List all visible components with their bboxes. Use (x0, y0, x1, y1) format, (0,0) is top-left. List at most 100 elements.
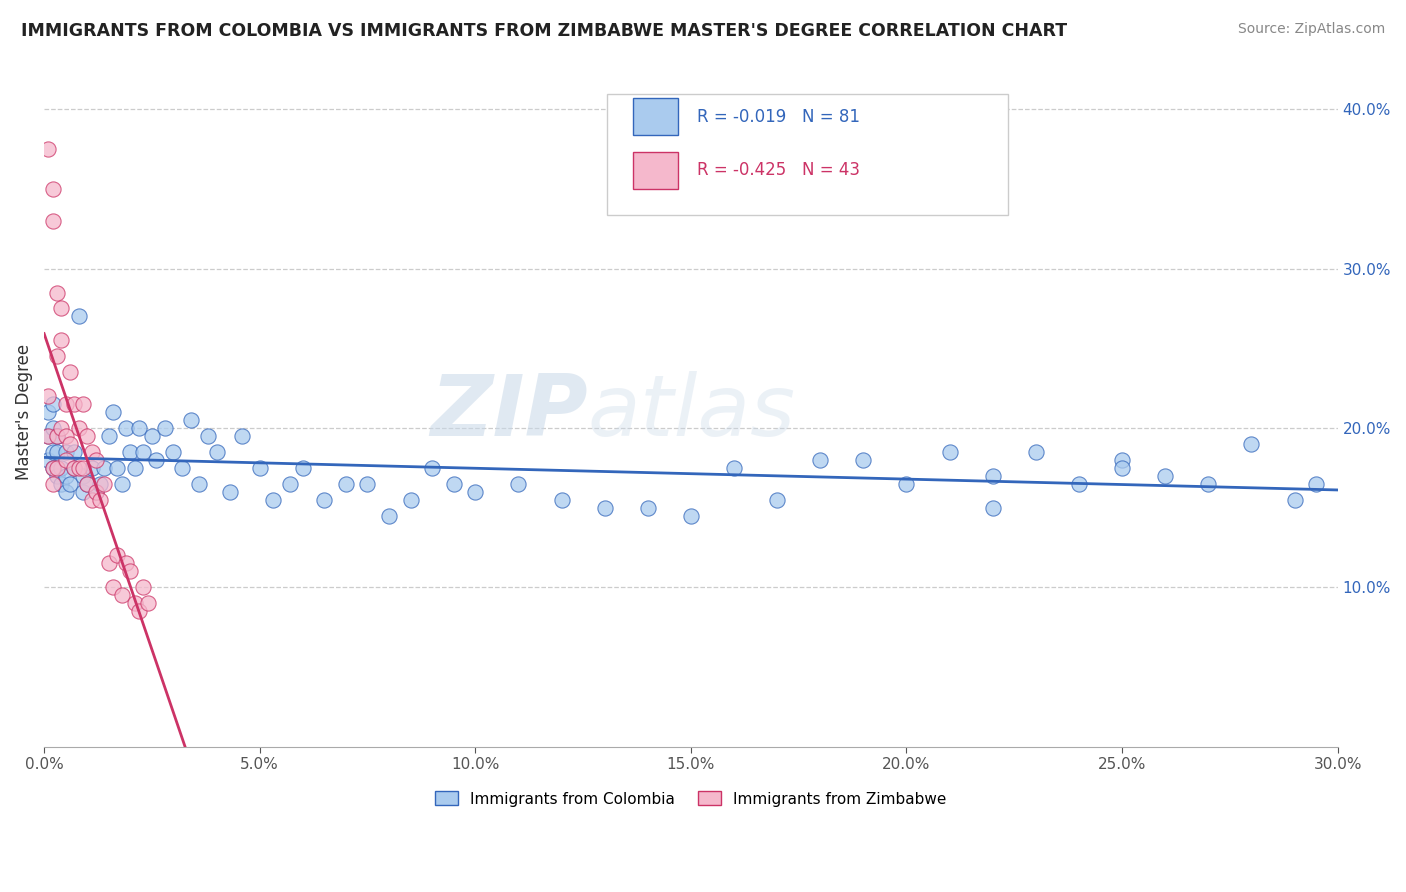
Point (97, 557, 120, 571)
Point (637, 500, 659, 515)
Point (124, 460, 146, 475)
Point (1284, 492, 1306, 507)
Point (55, 484, 77, 499)
Point (443, 476, 465, 491)
Point (136, 596, 159, 610)
Point (51, 301, 73, 316)
Point (262, 492, 284, 507)
Point (231, 429, 253, 443)
Point (84, 484, 107, 499)
Text: ZIP: ZIP (430, 370, 588, 453)
Point (938, 445, 960, 459)
Point (76, 476, 98, 491)
Text: R = -0.019   N = 81: R = -0.019 N = 81 (697, 108, 860, 126)
Point (153, 421, 176, 435)
Point (1025, 445, 1047, 459)
Point (145, 453, 167, 467)
Point (1111, 460, 1133, 475)
Point (111, 476, 134, 491)
Point (314, 492, 336, 507)
Point (356, 476, 378, 491)
Point (42, 182, 65, 196)
Point (120, 565, 142, 579)
Point (808, 453, 831, 467)
Point (80, 445, 103, 459)
Point (132, 580, 155, 594)
Point (981, 500, 1004, 515)
Point (37, 405, 59, 419)
Point (278, 476, 301, 491)
Point (464, 484, 486, 499)
Legend: Immigrants from Colombia, Immigrants from Zimbabwe: Immigrants from Colombia, Immigrants fro… (429, 785, 953, 813)
Point (46, 349, 69, 363)
Point (593, 500, 616, 515)
Point (101, 405, 124, 419)
Point (115, 557, 138, 571)
Point (1154, 468, 1177, 483)
Point (63, 460, 86, 475)
Text: atlas: atlas (588, 370, 796, 453)
Point (46, 468, 69, 483)
Point (723, 460, 745, 475)
Point (37, 389, 59, 403)
Point (42, 397, 65, 411)
Point (1305, 476, 1327, 491)
Point (896, 476, 918, 491)
Point (107, 549, 129, 563)
Point (42, 460, 65, 475)
Point (42, 421, 65, 435)
Point (55, 429, 77, 443)
Text: Source: ZipAtlas.com: Source: ZipAtlas.com (1237, 22, 1385, 37)
Point (111, 588, 134, 602)
Point (981, 468, 1004, 483)
Point (55, 397, 77, 411)
Point (46, 460, 69, 475)
Point (766, 492, 789, 507)
Point (63, 397, 86, 411)
Point (67, 310, 90, 324)
Point (1067, 476, 1090, 491)
Point (128, 604, 150, 618)
Point (1111, 453, 1133, 467)
Point (115, 421, 138, 435)
Point (84, 484, 107, 499)
Point (63, 460, 86, 475)
Point (162, 445, 184, 459)
Point (128, 421, 150, 435)
Point (335, 476, 357, 491)
Point (80, 492, 103, 507)
Point (249, 460, 271, 475)
Point (55, 453, 77, 467)
Text: R = -0.425   N = 43: R = -0.425 N = 43 (697, 161, 860, 179)
Point (51, 476, 73, 491)
Point (72, 468, 94, 483)
Point (59, 437, 82, 451)
Point (37, 429, 59, 443)
Point (124, 596, 146, 610)
Point (67, 421, 90, 435)
FancyBboxPatch shape (633, 152, 678, 188)
Point (378, 508, 401, 523)
Point (37, 453, 59, 467)
Point (97, 429, 120, 443)
Point (76, 429, 98, 443)
Point (89, 492, 111, 507)
Point (42, 460, 65, 475)
Point (51, 334, 73, 348)
Point (46, 285, 69, 300)
Text: IMMIGRANTS FROM COLOMBIA VS IMMIGRANTS FROM ZIMBABWE MASTER'S DEGREE CORRELATION: IMMIGRANTS FROM COLOMBIA VS IMMIGRANTS F… (21, 22, 1067, 40)
Point (42, 445, 65, 459)
Point (72, 460, 94, 475)
Point (679, 508, 702, 523)
Point (63, 445, 86, 459)
Point (51, 421, 73, 435)
Point (132, 445, 155, 459)
Point (120, 445, 142, 459)
Point (1197, 476, 1219, 491)
Point (291, 460, 314, 475)
Point (550, 492, 572, 507)
FancyBboxPatch shape (633, 98, 678, 135)
Point (508, 476, 530, 491)
FancyBboxPatch shape (607, 95, 1008, 215)
Point (76, 476, 98, 491)
